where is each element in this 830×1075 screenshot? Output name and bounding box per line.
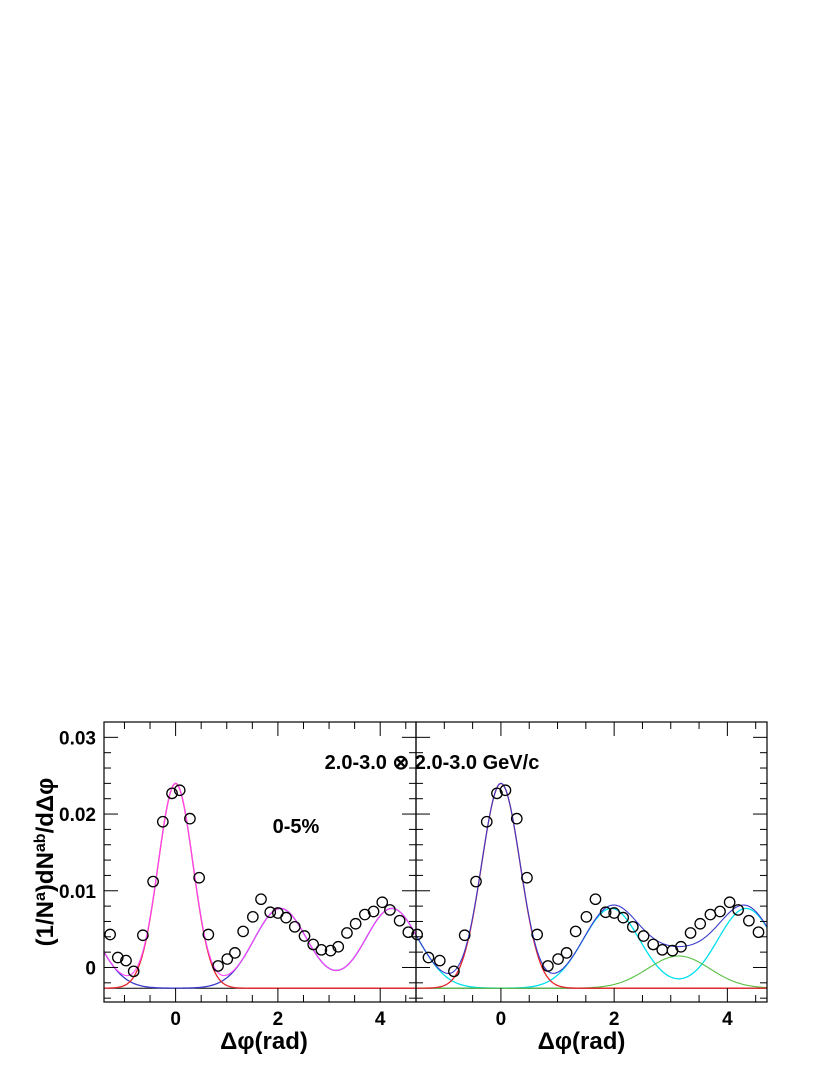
data-point	[521, 871, 533, 884]
data-points-layer	[104, 784, 765, 978]
data-point	[552, 953, 564, 965]
data-point	[111, 951, 124, 964]
data-point	[315, 943, 328, 956]
data-point	[280, 911, 292, 924]
data-point	[458, 929, 471, 942]
data-point	[166, 787, 178, 800]
x-tick-label: 2	[273, 1009, 284, 1030]
away-side-curve	[416, 907, 767, 989]
y-tick-label: 0	[85, 958, 96, 979]
y-tick-label: 0.03	[59, 728, 96, 749]
data-point	[307, 938, 320, 951]
data-point	[193, 871, 205, 884]
y-tick-label: 0.02	[59, 805, 96, 826]
data-point	[127, 965, 140, 978]
data-point	[470, 875, 482, 888]
head-curve	[416, 955, 767, 989]
data-point	[510, 812, 523, 825]
curves-left	[104, 782, 416, 989]
data-point	[714, 905, 726, 918]
data-point	[341, 927, 353, 939]
data-point	[147, 875, 159, 888]
data-point	[422, 951, 435, 964]
data-point	[617, 911, 630, 924]
data-point	[376, 896, 389, 909]
data-point	[411, 928, 423, 941]
data-point	[448, 965, 460, 978]
data-point	[298, 930, 311, 942]
centrality-annotation: 0-5%	[273, 816, 320, 838]
data-point	[569, 925, 582, 938]
data-point	[288, 920, 301, 933]
data-point	[137, 929, 149, 942]
data-point	[480, 815, 493, 828]
x-tick-label: 2	[609, 1009, 620, 1030]
data-point	[694, 917, 707, 930]
x-tick-label: 0	[170, 1009, 181, 1030]
data-point	[732, 904, 744, 916]
data-point	[237, 925, 249, 938]
data-point	[433, 954, 446, 967]
data-point	[384, 904, 396, 916]
data-point	[499, 784, 512, 797]
data-point	[743, 914, 755, 927]
data-point	[402, 926, 415, 939]
x-tick-label: 0	[496, 1009, 507, 1030]
data-point	[684, 927, 697, 939]
axes-layer: 0 2 4 Δφ(rad) 0 0.01 0.02 0.03 0 2 4 Δφ(rad)	[59, 721, 768, 1055]
x-axis-title-right: Δφ(rad)	[538, 1028, 626, 1055]
x-axis-title-left: Δφ(rad)	[220, 1028, 308, 1055]
data-point	[221, 953, 234, 965]
data-point	[393, 914, 406, 927]
data-point	[647, 938, 660, 951]
data-point	[173, 784, 186, 797]
data-point	[104, 928, 116, 941]
data-point	[332, 940, 345, 953]
curves-right	[416, 782, 767, 989]
data-point	[212, 960, 224, 972]
data-point	[184, 812, 196, 825]
data-point	[246, 910, 259, 923]
data-point	[229, 947, 241, 959]
plot-frame-right	[415, 721, 768, 1003]
data-point	[608, 907, 620, 919]
data-point	[560, 947, 573, 959]
data-point	[349, 917, 362, 930]
data-point	[656, 943, 669, 956]
y-tick-label: 0.01	[59, 882, 96, 903]
data-point	[704, 908, 717, 921]
data-point	[626, 920, 639, 933]
total-fit-curve	[104, 782, 416, 977]
energy-annotation: 2.0-3.0 ⊗ 2.0-3.0 GeV/c	[325, 752, 540, 774]
data-point	[637, 930, 650, 942]
x-tick-label: 4	[375, 1009, 386, 1030]
data-point	[599, 906, 612, 919]
x-tick-label: 4	[722, 1009, 733, 1030]
data-point	[156, 815, 169, 828]
data-point	[264, 906, 277, 919]
y-axis-title: (1/Na)dNab/dΔφ	[32, 778, 60, 947]
data-point	[491, 787, 503, 800]
data-point	[580, 910, 593, 923]
total-fit-curve	[416, 782, 767, 975]
data-point	[752, 926, 765, 939]
data-point	[120, 954, 132, 967]
away-side-curve	[104, 907, 416, 989]
data-point	[255, 893, 267, 906]
data-point	[589, 893, 602, 906]
data-point	[202, 928, 215, 941]
data-point	[723, 896, 736, 909]
data-point	[531, 928, 544, 941]
data-point	[542, 960, 554, 972]
near-side-curve	[416, 782, 767, 989]
fit-curves-layer	[104, 782, 767, 989]
data-point	[675, 940, 687, 953]
data-point	[367, 905, 380, 918]
